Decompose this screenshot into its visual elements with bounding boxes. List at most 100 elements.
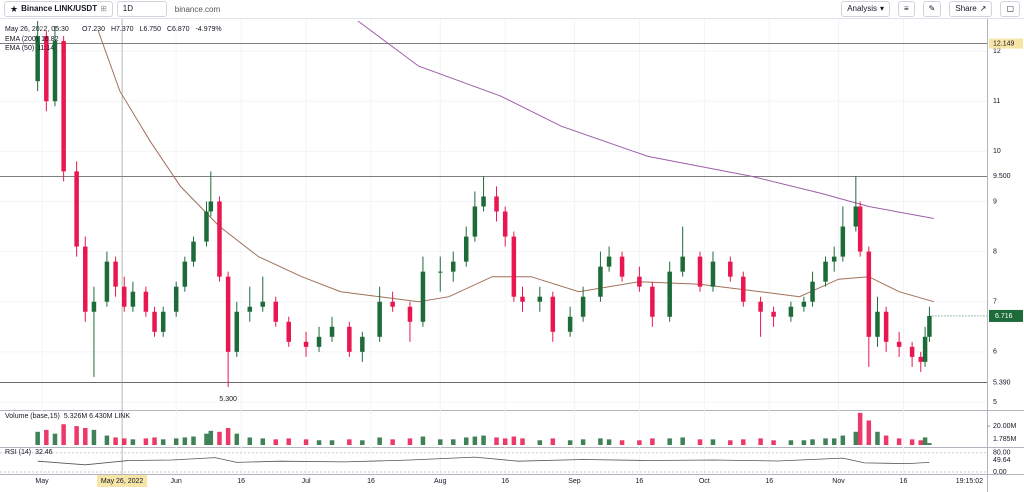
volume-bar [831,438,837,445]
x-tick-label: Sep [568,478,581,485]
fullscreen-button[interactable]: ▢ [1000,1,1020,17]
indicator-value: 11.14 [37,45,54,52]
candle-body [273,301,279,322]
candle-body [182,261,188,287]
volume-bar [35,431,40,445]
analysis: Analysis [847,4,877,13]
volume-bar [130,439,136,445]
candle-body [191,241,196,262]
volume-bar [771,440,776,445]
level-label: 12.149 [993,40,1015,47]
candle-body [143,291,149,312]
volume-tick-label: 20.00M [993,423,1017,430]
volume-bar [234,433,240,445]
interval: 1D [122,4,134,13]
x-tick-label: Jun [171,478,182,485]
volume-bar [896,438,902,445]
x-tick-label: Aug [434,478,447,485]
volume-bar [225,428,231,445]
volume-bar [883,435,889,445]
last-price-box [989,309,1023,322]
share-button[interactable]: Share ↗ [949,1,993,17]
candle-body [741,276,746,302]
volume-bar [121,438,127,445]
candle-body [463,236,469,262]
candle-body [52,41,58,102]
volume-bar [407,438,413,445]
candle-body [667,271,672,317]
volume-bar [104,435,110,445]
candle-body [866,251,872,337]
indicator-value: 16.82 [41,36,59,43]
volume-bar [273,439,279,445]
candle-body [550,296,556,332]
volume-bar [494,437,499,445]
volume-bar [191,436,196,445]
volume-last-label: 1.785M [993,436,1017,443]
volume-bar [347,439,352,445]
volume-bar [217,431,222,445]
volume-bar [44,429,49,445]
candle-body [247,306,253,312]
readout-value: C6.870 [167,26,190,33]
rsi-line [37,456,930,466]
candle-body [74,171,79,247]
candle-body [377,301,382,337]
indicator-name: EMA (50) [5,45,34,52]
y-tick-label: 5 [993,399,997,406]
symbol: Binance LINK/USDT [21,4,98,13]
candle-body [420,271,426,322]
volume-bar [511,436,517,445]
crosshair-label: May 26, 2022 [101,478,144,485]
x-tick-label: 16 [237,478,245,485]
volume-bar [438,439,443,445]
candle-body [598,266,603,297]
level-label: 5.390 [993,379,1011,386]
volume-bar [667,438,672,445]
candle-body [801,301,807,307]
volume-bar [680,437,685,445]
x-tick-label: Jul [302,478,311,485]
candle-body [840,226,846,257]
candle-body [390,301,395,307]
candle-body [650,286,655,317]
volume-bar [857,412,863,445]
volume-bar [182,437,188,445]
volume-readout: 5.326M 6.430M LINK [64,413,130,420]
volume-bar [316,440,322,445]
volume-bar [619,440,625,445]
candle-body [173,286,179,312]
x-tick-label: Oct [699,478,710,485]
candle-body [347,326,352,352]
clock: 19:15:02 [956,478,983,485]
candle-body [303,341,309,347]
candle-body [260,301,266,307]
y-tick-label: 11 [993,98,1000,105]
rsi-readout: 32.46 [35,449,53,456]
candle-body [217,201,222,277]
share: Share [955,4,977,13]
rsi-tick-label: 80.00 [993,450,1011,457]
volume-bar [360,440,365,445]
candle-body [537,296,543,302]
analysis-button[interactable]: Analysis ▾ [841,1,890,17]
candle-body [502,211,508,237]
x-tick-label: Nov [832,478,845,485]
candle-body [472,206,478,237]
candle-body [758,301,763,312]
settings-button[interactable]: ≡ [898,1,915,17]
candle-body [823,261,828,282]
y-tick-label: 7 [993,299,997,306]
volume-bar [810,439,815,445]
candle-body [225,276,231,352]
draw-button[interactable]: ✎ [922,1,942,17]
symbol-button[interactable]: ★ Binance LINK/USDT ⊞ [4,1,113,17]
candle-body [208,201,214,212]
volume-bar [377,437,382,445]
volume-bar [286,438,291,445]
candle-body [710,261,716,287]
toolbar: ★ Binance LINK/USDT ⊞ 1D binance.com Analy… [0,0,1024,19]
volume-bar [61,424,66,445]
interval-button[interactable]: 1D [116,1,167,17]
